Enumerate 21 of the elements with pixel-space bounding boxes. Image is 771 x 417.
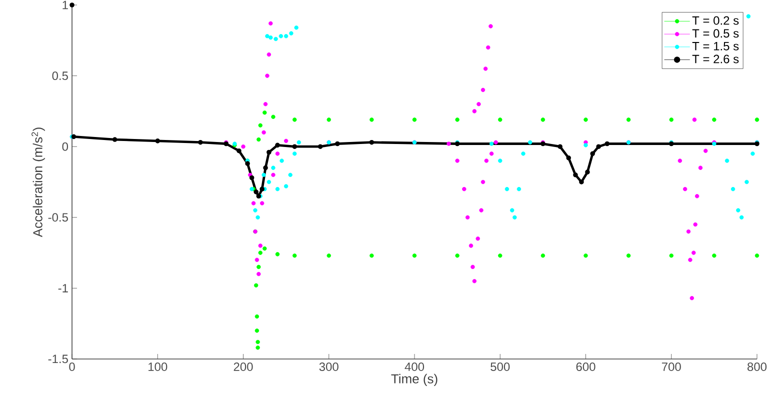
legend-label: T = 0.2 s [692, 16, 739, 25]
x-tick-label: 800 [748, 362, 767, 372]
x-tick-label: 0 [69, 362, 75, 372]
y-tick-label: -1.5 [48, 354, 68, 364]
y-tick-label: 1 [62, 0, 68, 10]
x-axis-title: Time (s) [391, 374, 438, 386]
x-tick-label: 500 [490, 362, 510, 372]
y-axis-title: Acceleration (m/s$^{2}$) [32, 128, 45, 238]
x-tick-label: 700 [662, 362, 681, 372]
legend-label: T = 1.5 s [692, 42, 739, 50]
y-tick-label: -1 [58, 284, 68, 292]
y-tick-label: 0 [62, 142, 68, 151]
x-tick-label: 100 [148, 362, 168, 372]
x-tick-label: 400 [404, 362, 424, 372]
x-tick-label: 300 [319, 362, 338, 372]
x-tick-label: 200 [234, 362, 253, 372]
y-tick-label: -0.5 [48, 213, 68, 222]
legend-label: T = 2.6 s [692, 54, 739, 64]
y-tick-label: 0.5 [52, 72, 68, 80]
x-tick-label: 600 [576, 362, 596, 372]
legend-label: T = 0.5 s [692, 29, 739, 38]
